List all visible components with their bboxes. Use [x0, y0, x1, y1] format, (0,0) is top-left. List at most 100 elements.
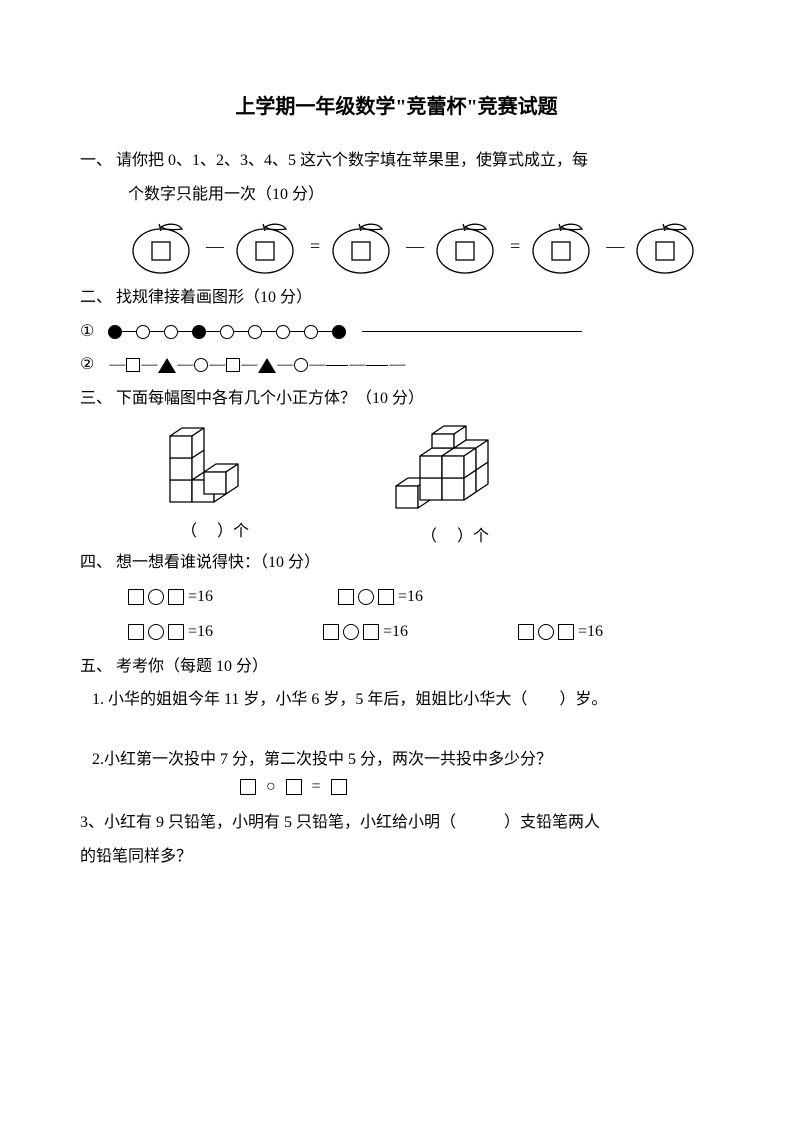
circle-icon — [194, 358, 208, 372]
eq-rhs: =16 — [383, 614, 408, 649]
filled-circle-icon — [108, 325, 122, 339]
triangle-icon — [258, 358, 276, 373]
dash-icon: — — [140, 348, 158, 382]
dash-icon: — — [176, 348, 194, 382]
dash-icon: — — [308, 348, 326, 382]
apple-box — [128, 217, 198, 275]
circle-icon — [294, 358, 308, 372]
spacer — [80, 717, 713, 743]
q3-text: 下面每幅图中各有几个小正方体？（10 分） — [116, 390, 424, 407]
q5-p2: 2.小红第一次投中 7 分，第二次投中 5 分，两次一共投中多少分？ — [80, 743, 713, 777]
circle-icon — [136, 325, 150, 339]
q5-p3a: 3、小红有 9 只铅笔，小明有 5 只铅笔，小红给小明（ ）支铅笔两人 — [80, 806, 713, 840]
q4-row: =16 =16 =16 — [128, 614, 713, 649]
circle-icon — [164, 325, 178, 339]
q5-text: 考考你（每题 10 分） — [116, 658, 268, 675]
apple-box — [528, 217, 598, 275]
link-icon — [150, 331, 164, 332]
equals-op: = — [308, 236, 322, 257]
q1-apple-row: — = — = — [80, 217, 713, 275]
dash-icon: — — [388, 348, 406, 382]
q4-grid: =16 =16 =16 =16 =16 — [80, 579, 713, 649]
apple-box — [328, 217, 398, 275]
q5-p1: 1. 小华的姐姐今年 11 岁，小华 6 岁，5 年后，姐姐比小华大（ ）岁。 — [80, 683, 713, 717]
filled-circle-icon — [332, 325, 346, 339]
square-icon — [128, 624, 144, 640]
q5-eq: ○ = — [80, 778, 713, 796]
link-icon — [262, 331, 276, 332]
square-icon — [126, 358, 140, 372]
dash-icon: — — [108, 348, 126, 382]
circle-icon — [248, 325, 262, 339]
dash-icon: — — [240, 348, 258, 382]
apple-box — [632, 217, 702, 275]
link-icon — [290, 331, 304, 332]
apple-box — [432, 217, 502, 275]
square-icon — [128, 589, 144, 605]
q1-line1: 一、 请你把 0、1、2、3、4、5 这六个数字填在苹果里，使算式成立，每 — [80, 144, 713, 178]
circle-icon — [148, 624, 164, 640]
eq-rhs: =16 — [188, 579, 213, 614]
paren-r: ）个 — [457, 528, 489, 545]
equals-op: = — [508, 236, 522, 257]
filled-circle-icon — [192, 325, 206, 339]
answer-blank — [366, 365, 388, 366]
q4-text: 想一想看谁说得快：（10 分） — [116, 554, 320, 571]
square-icon — [331, 779, 347, 795]
dash-icon: — — [208, 348, 226, 382]
page: 上学期一年级数学"竞蕾杯"竞赛试题 一、 请你把 0、1、2、3、4、5 这六个… — [0, 0, 793, 1122]
q5-p3b: 的铅笔同样多？ — [80, 840, 713, 874]
square-icon — [363, 624, 379, 640]
link-icon — [206, 331, 220, 332]
square-icon — [518, 624, 534, 640]
circle-icon — [304, 325, 318, 339]
q1-text-a: 请你把 0、1、2、3、4、5 这六个数字填在苹果里，使算式成立，每 — [116, 152, 588, 169]
q4-eq: =16 — [518, 614, 713, 649]
paren-l: （ — [421, 528, 437, 545]
cube-caption: （ ）个 — [390, 522, 520, 546]
square-icon — [323, 624, 339, 640]
square-icon — [378, 589, 394, 605]
circle-icon — [148, 589, 164, 605]
link-icon — [318, 331, 332, 332]
page-title: 上学期一年级数学"竞蕾杯"竞赛试题 — [80, 90, 713, 119]
square-icon — [338, 589, 354, 605]
q5-label: 五、 — [80, 658, 112, 675]
circle-icon — [220, 325, 234, 339]
cube-figure-2: （ ）个 — [390, 420, 520, 546]
dash-icon: — — [276, 348, 294, 382]
q3-line: 三、 下面每幅图中各有几个小正方体？（10 分） — [80, 382, 713, 416]
square-icon — [226, 358, 240, 372]
equals: = — [312, 778, 321, 796]
op-circle: ○ — [266, 778, 276, 796]
q4-eq: =16 — [128, 614, 323, 649]
square-icon — [240, 779, 256, 795]
q2-pattern-1: ① — [80, 315, 713, 349]
circle-icon — [538, 624, 554, 640]
circle-icon — [358, 589, 374, 605]
q2-num1: ① — [80, 315, 94, 349]
eq-rhs: =16 — [188, 614, 213, 649]
q4-eq: =16 — [323, 614, 518, 649]
q3-label: 三、 — [80, 390, 112, 407]
q2-num2: ② — [80, 348, 94, 382]
q1-label: 一、 — [80, 152, 112, 169]
q2-pattern-2: ② — — — — — — — — — — [80, 348, 713, 382]
circle-icon — [343, 624, 359, 640]
q4-eq: =16 — [338, 579, 548, 614]
square-icon — [168, 589, 184, 605]
square-icon — [558, 624, 574, 640]
q2-text: 找规律接着画图形（10 分） — [116, 289, 312, 306]
minus-op: — — [604, 236, 626, 257]
q2-line: 二、 找规律接着画图形（10 分） — [80, 281, 713, 315]
q4-label: 四、 — [80, 554, 112, 571]
cube-figure-1: （ ）个 — [160, 420, 270, 546]
minus-op: — — [404, 236, 426, 257]
dash-icon: — — [348, 348, 366, 382]
paren-r: ）个 — [217, 523, 249, 540]
minus-op: — — [204, 236, 226, 257]
apple-box — [232, 217, 302, 275]
q2-label: 二、 — [80, 289, 112, 306]
square-icon — [168, 624, 184, 640]
eq-rhs: =16 — [578, 614, 603, 649]
